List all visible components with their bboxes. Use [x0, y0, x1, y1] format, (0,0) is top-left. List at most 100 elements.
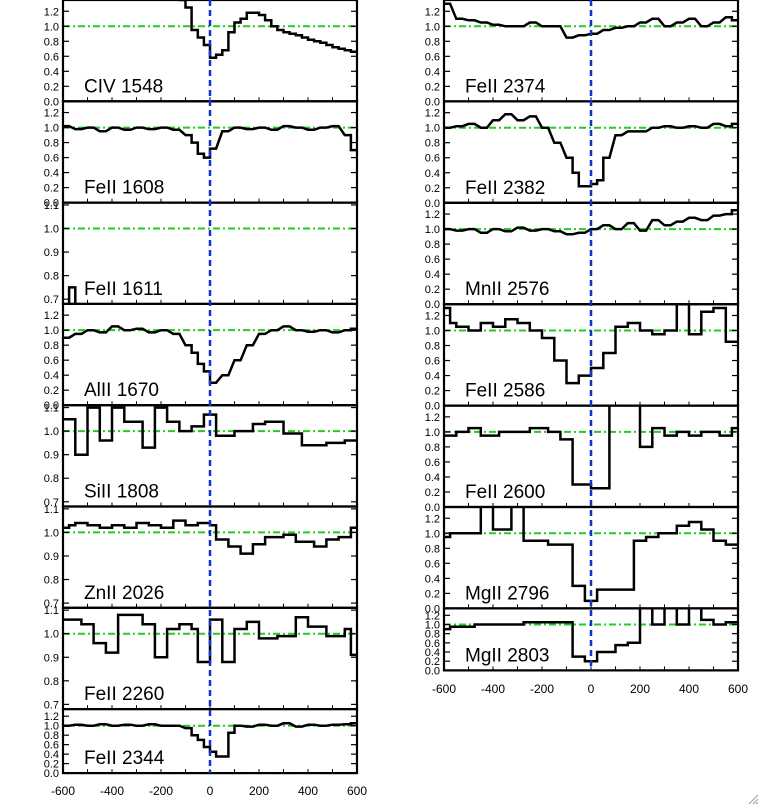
y-tick-label: 0.4	[44, 749, 59, 761]
spectrum-line	[63, 325, 357, 384]
panel-label: FeII 2344	[84, 748, 165, 769]
y-tick-label: 0.8	[44, 473, 59, 485]
y-tick-label: 0.2	[425, 183, 440, 195]
y-tick-label: 0.8	[44, 676, 59, 688]
y-tick-label: 0.0	[425, 96, 440, 108]
y-tick-label: 1.1	[44, 200, 59, 212]
y-tick-label: 0.4	[44, 370, 59, 382]
resize-grip-icon[interactable]	[747, 793, 759, 805]
panel-mgii-2796: 0.0 0.2 0.4 0.6 0.8 1.0 1.2 MgII 2796	[425, 505, 740, 615]
y-tick-label: 0.0	[44, 96, 59, 108]
y-tick-label: 0.2	[425, 81, 440, 93]
y-tick-label: 0.6	[44, 355, 59, 367]
y-tick-label: 1.2	[425, 310, 440, 322]
y-tick-label: 0.6	[425, 153, 440, 165]
x-tick-label: -400	[100, 784, 124, 798]
y-tick-label: 0.0	[44, 400, 59, 412]
y-tick-label: 0.9	[44, 551, 59, 563]
y-tick-label: 1.0	[44, 123, 59, 135]
y-tick-label: 0.2	[425, 284, 440, 296]
y-tick-label: 1.2	[425, 412, 440, 424]
y-tick-label: 1.2	[44, 6, 59, 18]
y-tick-label: 0.2	[44, 759, 59, 771]
y-tick-label: 0.2	[425, 386, 440, 398]
x-tick-label: 0	[588, 682, 595, 696]
y-tick-label: 0.2	[44, 385, 59, 397]
y-tick-label: 1.0	[425, 123, 440, 135]
y-tick-label: 0.6	[425, 457, 440, 469]
y-tick-label: 0.0	[425, 401, 440, 413]
y-tick-label: 1.1	[44, 403, 59, 415]
y-tick-label: 0.2	[425, 656, 440, 668]
y-tick-label: 0.2	[44, 183, 59, 195]
panel-label: FeII 1608	[84, 178, 164, 199]
y-tick-label: 1.0	[425, 427, 440, 439]
panel-mnii-2576: 0.0 0.2 0.4 0.6 0.8 1.0 1.2 MnII 2576	[425, 201, 740, 311]
y-tick-label: 0.6	[425, 356, 440, 368]
y-tick-label: 0.4	[425, 472, 440, 484]
panel-label: FeII 2374	[465, 76, 546, 97]
panel-label: FeII 2600	[465, 482, 545, 503]
y-tick-label: 0.2	[425, 588, 440, 600]
y-tick-label: 1.0	[425, 325, 440, 337]
y-tick-label: 1.0	[425, 224, 440, 236]
x-tick-label: 600	[347, 784, 367, 798]
y-tick-label: 0.8	[425, 543, 440, 555]
panel-label: AlII 1670	[84, 380, 159, 401]
y-tick-label: 0.8	[425, 629, 440, 641]
y-tick-label: 1.0	[44, 224, 59, 236]
y-tick-label: 1.2	[425, 108, 440, 120]
y-tick-label: 0.6	[425, 51, 440, 63]
y-tick-label: 1.0	[44, 325, 59, 337]
y-tick-label: 0.7	[44, 497, 59, 509]
panel-label: FeII 2260	[84, 684, 164, 705]
y-tick-label: 0.0	[425, 603, 440, 615]
y-tick-label: 0.0	[425, 198, 440, 210]
spectrum-line	[178, 0, 357, 60]
y-tick-label: 1.0	[44, 721, 59, 733]
y-tick-label: 0.6	[425, 638, 440, 650]
spectrum-line	[444, 2, 738, 39]
y-tick-label: 1.0	[44, 527, 59, 539]
y-tick-label: 1.2	[425, 610, 440, 622]
y-tick-label: 1.0	[44, 426, 59, 438]
panel-siii-1808: 0.7 0.8 0.9 1.0 1.1 SiII 1808	[44, 403, 359, 509]
y-tick-label: 0.9	[44, 450, 59, 462]
panel-label: MgII 2796	[465, 583, 550, 604]
y-tick-label: 0.8	[425, 239, 440, 251]
y-tick-label: 0.4	[425, 168, 440, 180]
x-tick-label: -600	[51, 784, 75, 798]
y-tick-label: 0.4	[44, 66, 59, 78]
y-tick-label: 0.4	[425, 269, 440, 281]
y-tick-label: 0.0	[44, 768, 59, 780]
y-tick-label: 0.7	[44, 699, 59, 711]
panel-label: CIV 1548	[84, 76, 163, 97]
y-tick-label: 1.2	[425, 513, 440, 525]
y-tick-label: 1.0	[425, 528, 440, 540]
y-tick-label: 1.2	[44, 108, 59, 120]
y-tick-label: 1.0	[44, 21, 59, 33]
y-tick-label: 0.8	[44, 138, 59, 150]
y-tick-label: 0.8	[44, 730, 59, 742]
x-tick-label: 200	[630, 682, 650, 696]
y-tick-label: 0.9	[44, 652, 59, 664]
y-tick-label: 0.4	[425, 647, 440, 659]
y-tick-label: 1.0	[425, 21, 440, 33]
panel-feii-2586: 0.0 0.2 0.4 0.6 0.8 1.0 1.2 FeII 2586	[425, 303, 740, 413]
spectrum-line	[444, 405, 738, 490]
panel-mgii-2803: 0.00.20.40.60.81.01.2 MgII 2803	[425, 607, 740, 677]
spectrum-line	[63, 124, 357, 159]
y-tick-label: 0.8	[425, 442, 440, 454]
y-tick-label: 0.9	[44, 247, 59, 259]
y-tick-label: 1.2	[425, 209, 440, 221]
panel-civ-1548: 0.0 0.2 0.4 0.6 0.8 1.0 1.2 CIV 1548	[44, 0, 359, 108]
y-tick-label: 0.6	[44, 153, 59, 165]
y-tick-label: 1.0	[44, 629, 59, 641]
x-tick-label: 400	[679, 682, 699, 696]
y-tick-label: 0.6	[44, 740, 59, 752]
panel-feii-1608: 0.0 0.2 0.4 0.6 0.8 1.0 1.2 FeII 1608	[44, 100, 359, 210]
y-tick-label: 0.0	[425, 502, 440, 514]
y-tick-label: 0.6	[425, 254, 440, 266]
